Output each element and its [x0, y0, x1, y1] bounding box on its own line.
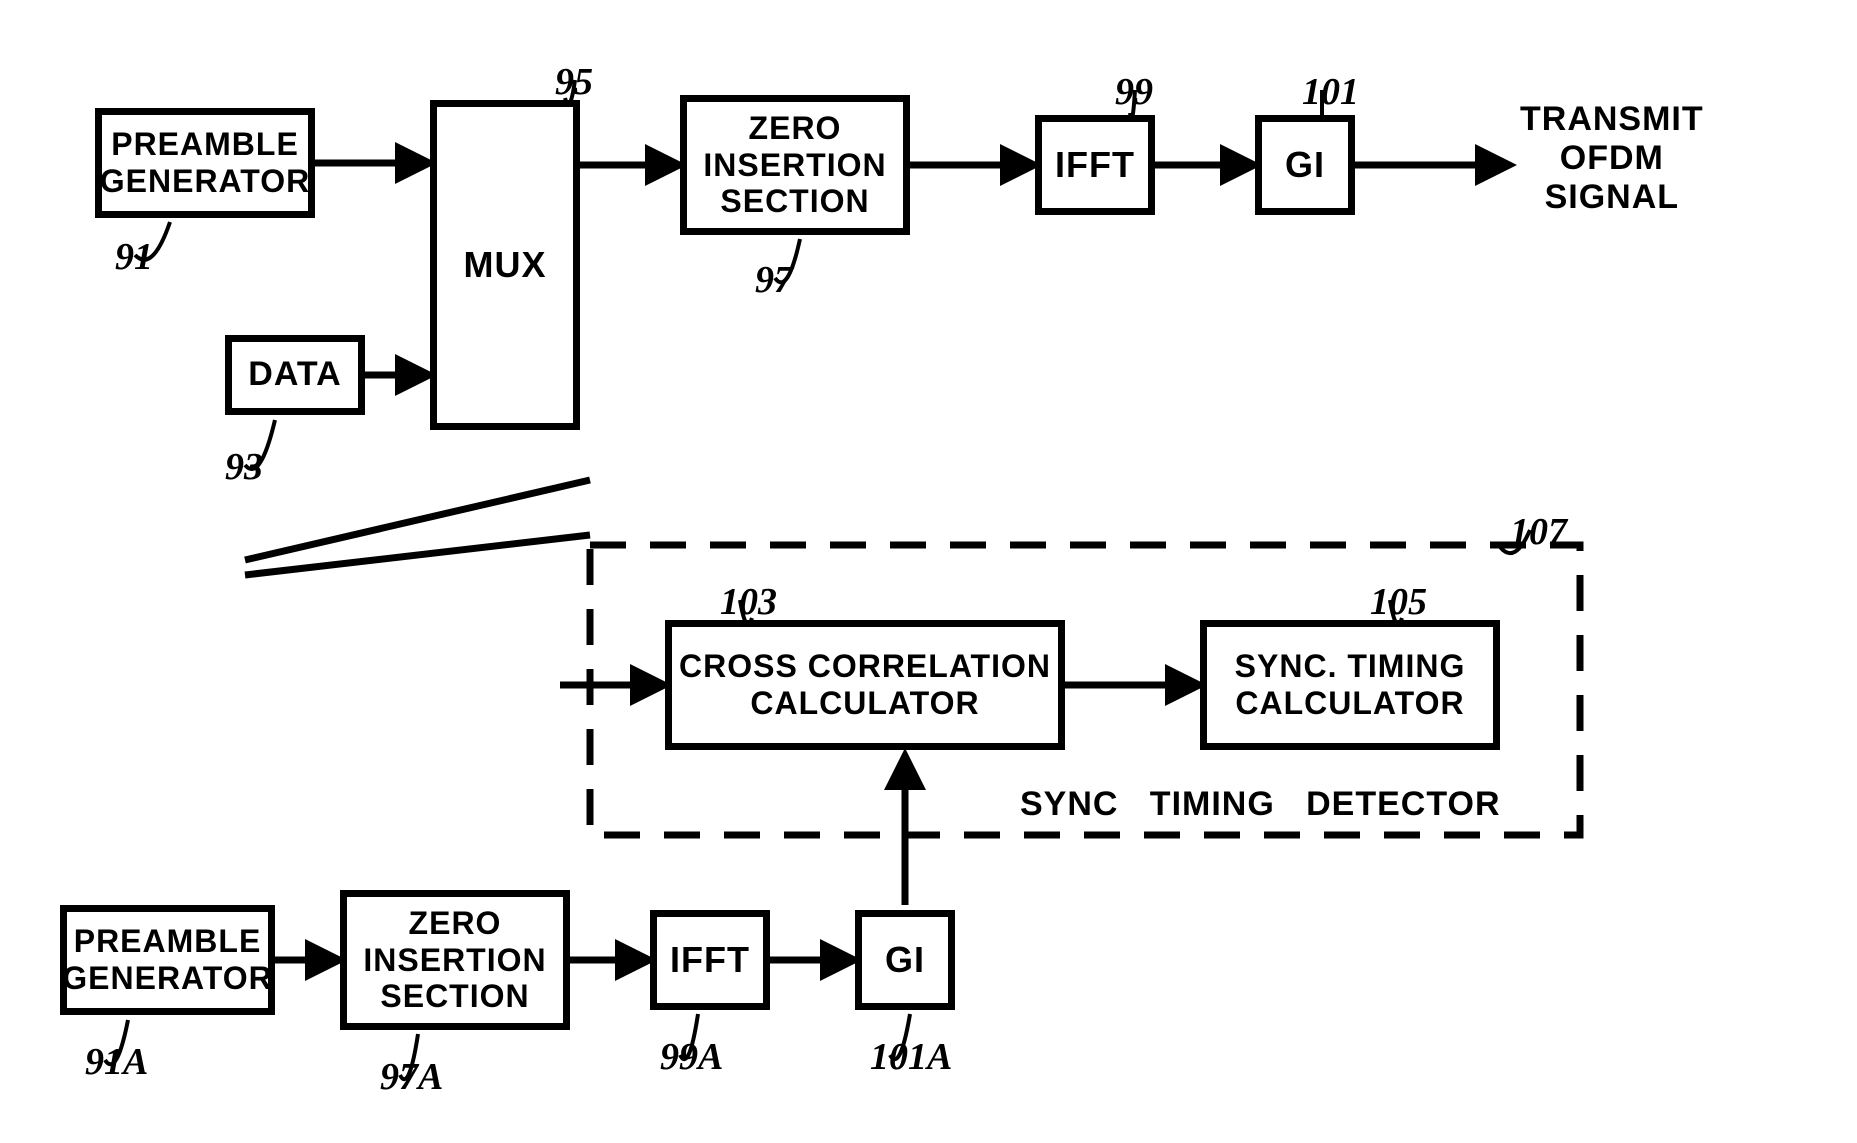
- diagram-canvas: PREAMBLE GENERATOR DATA MUX ZERO INSERTION …: [0, 0, 1857, 1143]
- block-preamble2: PREAMBLE GENERATOR: [60, 905, 275, 1015]
- block-gi2: GI: [855, 910, 955, 1010]
- block-zero1: ZERO INSERTION SECTION: [680, 95, 910, 235]
- ref-107: 107: [1510, 510, 1567, 554]
- block-mux: MUX: [430, 100, 580, 430]
- ref-97A: 97A: [380, 1055, 443, 1099]
- ref-99A: 99A: [660, 1035, 723, 1079]
- label-out1: TRANSMIT OFDM SIGNAL: [1520, 100, 1704, 217]
- ref-91A: 91A: [85, 1040, 148, 1084]
- block-gi1: GI: [1255, 115, 1355, 215]
- ref-93: 93: [225, 445, 263, 489]
- ref-97: 97: [755, 258, 793, 302]
- block-stc: SYNC. TIMING CALCULATOR: [1200, 620, 1500, 750]
- block-ifft2: IFFT: [650, 910, 770, 1010]
- ref-105: 105: [1370, 580, 1427, 624]
- label-stdlbl: SYNC TIMING DETECTOR: [1020, 785, 1501, 824]
- line-slash1: [245, 480, 590, 560]
- line-slash2: [245, 535, 590, 575]
- block-data: DATA: [225, 335, 365, 415]
- block-preamble1: PREAMBLE GENERATOR: [95, 108, 315, 218]
- ref-91: 91: [115, 235, 153, 279]
- ref-101A: 101A: [870, 1035, 952, 1079]
- block-ifft1: IFFT: [1035, 115, 1155, 215]
- ref-101: 101: [1302, 70, 1359, 114]
- block-zero2: ZERO INSERTION SECTION: [340, 890, 570, 1030]
- ref-103: 103: [720, 580, 777, 624]
- ref-95: 95: [555, 60, 593, 104]
- ref-99: 99: [1115, 70, 1153, 114]
- block-ccc: CROSS CORRELATION CALCULATOR: [665, 620, 1065, 750]
